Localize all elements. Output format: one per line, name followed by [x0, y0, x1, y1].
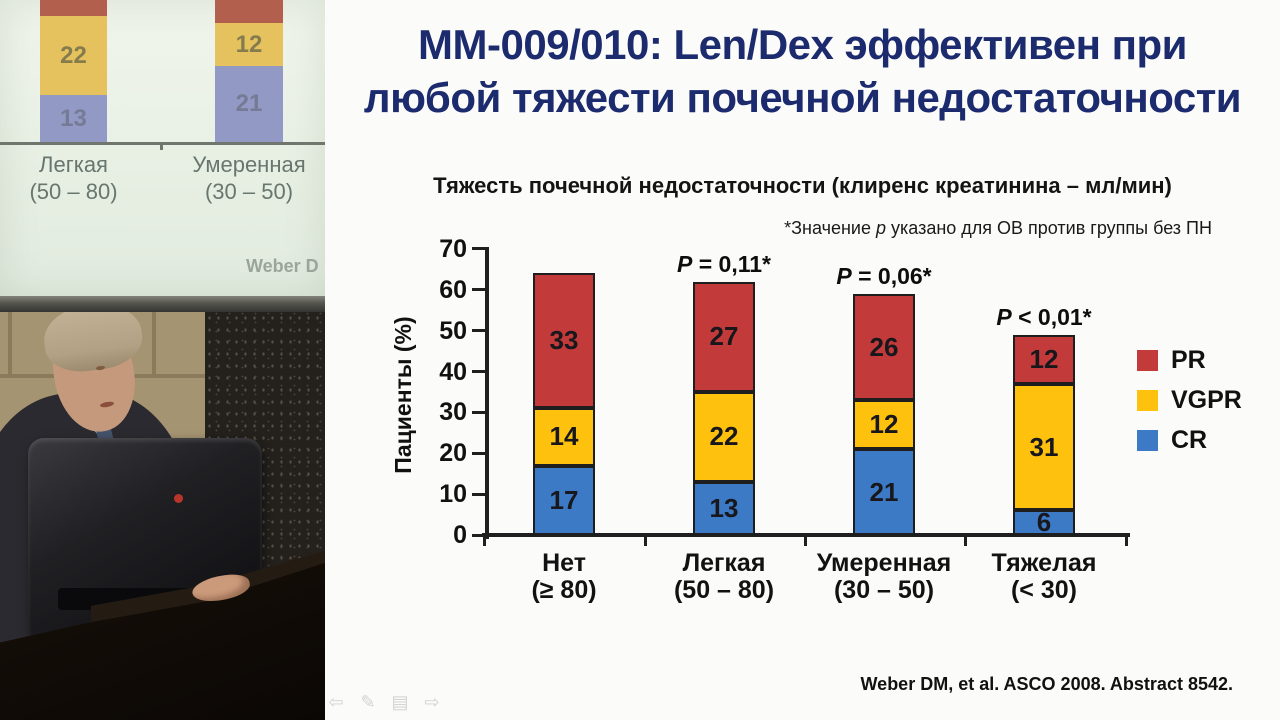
slideshow-toolbar: ⇦ ✎ ▤ ⇨ [327, 692, 441, 713]
y-tick-label: 20 [439, 439, 467, 468]
y-tick-label: 40 [439, 357, 467, 386]
bar-segment-vgpr: 14 [533, 408, 595, 466]
bar-segment-pr: 27 [693, 281, 755, 392]
x-axis-tick [804, 535, 807, 546]
monitor-logo-dot [174, 494, 183, 503]
p-value-label: P = 0,11* [676, 250, 771, 277]
x-category-line2: (< 30) [1010, 576, 1077, 604]
slide-menu-icon[interactable]: ▤ [391, 692, 409, 712]
y-tick-label: 70 [439, 234, 467, 263]
x-category-line1: Нет [542, 549, 586, 577]
wall-panel-groove [152, 312, 156, 376]
next-slide-icon[interactable]: ⇨ [424, 692, 440, 712]
proj-category-line1: Умеренная [192, 152, 306, 177]
y-axis-line [485, 247, 489, 539]
proj-category-label: Легкая (50 – 80) [0, 151, 154, 205]
proj-bar-segment-vgpr: 12 [215, 23, 283, 67]
projection-screen-frame [0, 296, 325, 312]
bar-segment-vgpr: 22 [693, 391, 755, 482]
bar-segment-pr: 26 [853, 293, 915, 401]
x-axis-tick [964, 535, 967, 546]
wall-panel-groove [8, 312, 12, 376]
x-axis-tick [1125, 535, 1128, 546]
x-category-line2: (30 – 50) [833, 576, 935, 604]
previous-slide-icon[interactable]: ⇦ [328, 692, 344, 712]
y-tick-label: 30 [439, 398, 467, 427]
footnote-italic-p: p [875, 218, 886, 238]
bar-segment-vgpr: 31 [1013, 383, 1075, 511]
y-tick-label: 10 [439, 480, 467, 509]
y-axis-tick [472, 410, 486, 414]
x-category-label: Тяжелая (< 30) [949, 550, 1139, 604]
x-category-line1: Легкая [682, 549, 766, 577]
speaker-video-feed: 13 22 Легкая (50 – 80) 21 12 Умеренная (30 – 50… [0, 0, 325, 720]
p-value-label: P < 0,01* [996, 303, 1092, 330]
main-chart: Пациенты (%) 0 10 20 30 40 50 60 70 17 14 33 Нет (≥ … [325, 0, 1280, 720]
proj-bar-segment-vgpr: 22 [40, 16, 107, 96]
legend: PR VGPR CR [1137, 346, 1242, 466]
x-axis-tick [483, 535, 486, 546]
p-value-footnote: *Значение p указано для ОВ против группы… [784, 218, 1212, 239]
y-tick-label: 60 [439, 275, 467, 304]
bar-segment-cr: 6 [1013, 507, 1075, 537]
y-tick-label: 0 [453, 521, 467, 549]
x-category-label: Легкая (50 – 80) [629, 550, 819, 604]
y-axis-tick [472, 288, 486, 292]
legend-swatch-cr [1137, 430, 1158, 451]
pen-tool-icon[interactable]: ✎ [360, 692, 376, 712]
y-axis-tick [472, 533, 486, 537]
legend-swatch-pr [1137, 350, 1158, 371]
presentation-slide: MM-009/010: Len/Dex эффективен при любой… [325, 0, 1280, 720]
proj-bar-segment-cr: 21 [215, 66, 283, 142]
slide-subtitle: Тяжесть почечной недостаточности (клирен… [433, 173, 1172, 198]
proj-category-line2: (30 – 50) [204, 179, 294, 204]
bar-segment-pr: 33 [533, 273, 595, 409]
x-axis-tick [644, 535, 647, 546]
slide-title-line2: любой тяжести почечной недостаточности [363, 74, 1242, 121]
proj-category-label: Умеренная (30 – 50) [169, 151, 325, 205]
slide-title-line1: MM-009/010: Len/Dex эффективен при [418, 21, 1187, 68]
x-category-line1: Умеренная [816, 549, 952, 577]
projection-screen: 13 22 Легкая (50 – 80) 21 12 Умеренная (30 – 50… [0, 0, 325, 296]
bar-segment-cr: 13 [693, 481, 755, 535]
bar-segment-cr: 17 [533, 465, 595, 535]
y-axis-tick [472, 492, 486, 496]
legend-item: CR [1137, 426, 1242, 455]
y-axis-tick [472, 247, 486, 251]
bar-segment-pr: 12 [1013, 334, 1075, 384]
y-axis-tick [472, 451, 486, 455]
proj-bar-segment-cr: 13 [40, 95, 107, 142]
legend-item: PR [1137, 346, 1242, 375]
legend-swatch-vgpr [1137, 390, 1158, 411]
legend-label: CR [1171, 426, 1208, 454]
proj-bar-segment-pr [215, 0, 283, 24]
projected-x-tick [160, 142, 163, 150]
legend-item: VGPR [1137, 386, 1242, 415]
y-tick-label: 50 [439, 316, 467, 345]
proj-category-line2: (50 – 80) [29, 179, 118, 204]
proj-bar-segment-pr [40, 0, 107, 16]
slide-title: MM-009/010: Len/Dex эффективен при любой… [335, 18, 1270, 124]
p-value-label: P = 0,06* [836, 262, 932, 289]
proj-category-line1: Легкая [39, 152, 108, 177]
projected-slide-chart: 13 22 Легкая (50 – 80) 21 12 Умеренная (30 – 50… [0, 0, 325, 296]
legend-label: VGPR [1171, 386, 1242, 414]
bar-segment-cr: 21 [853, 449, 915, 535]
bar-segment-vgpr: 12 [853, 400, 915, 450]
x-category-label: Нет (≥ 80) [469, 550, 659, 604]
x-category-line2: (50 – 80) [673, 576, 775, 604]
y-axis-tick [472, 329, 486, 333]
footnote-prefix: *Значение [784, 218, 876, 238]
x-category-label: Умеренная (30 – 50) [789, 550, 979, 604]
y-axis-tick [472, 370, 486, 374]
conference-room-scene [0, 312, 325, 720]
legend-label: PR [1171, 346, 1206, 374]
projected-citation: Weber D [246, 256, 319, 276]
slide-citation: Weber DM, et al. ASCO 2008. Abstract 854… [860, 674, 1233, 694]
footnote-suffix: указано для ОВ против группы без ПН [885, 218, 1212, 238]
x-category-line1: Тяжелая [991, 549, 1097, 577]
x-category-line2: (≥ 80) [531, 576, 597, 604]
